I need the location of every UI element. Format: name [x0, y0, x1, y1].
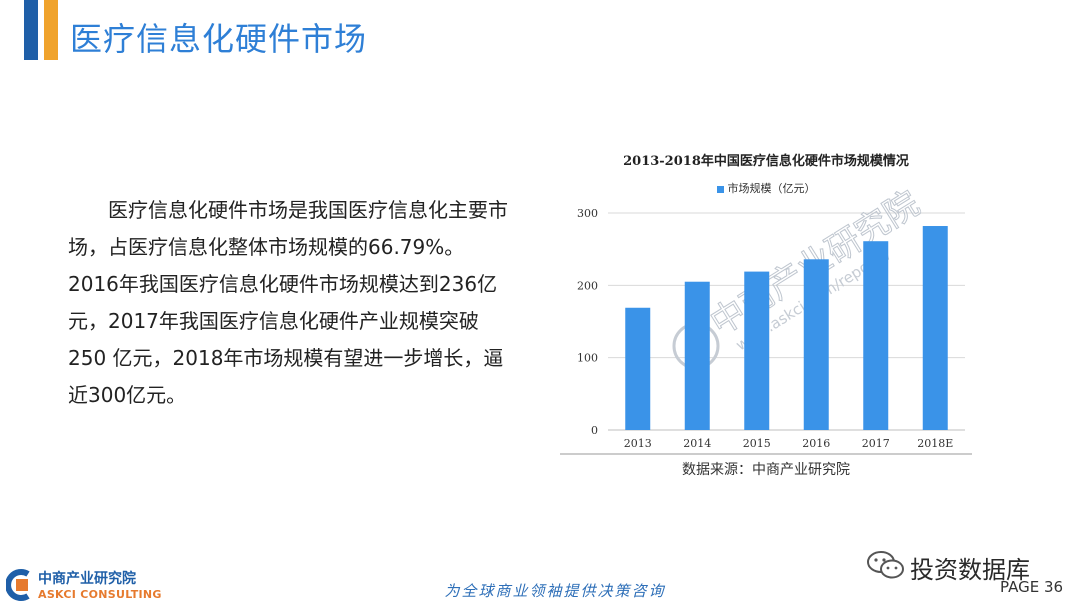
slide-title: 医疗信息化硬件市场 [70, 20, 368, 58]
body-text-block: 医疗信息化硬件市场是我国医疗信息化主要市场，占医疗信息化整体市场规模的66.79… [68, 192, 508, 414]
x-tick-label: 2015 [743, 437, 771, 450]
y-tick-label: 100 [577, 352, 598, 365]
x-tick-label: 2014 [683, 437, 711, 450]
legend-label: 市场规模（亿元） [727, 182, 816, 195]
bar-2016 [803, 259, 829, 430]
bar-2018E [922, 226, 948, 430]
company-logo: 中商产业研究院 ASKCI CONSULTING [6, 566, 186, 606]
logo-text-en: ASKCI CONSULTING [38, 588, 162, 601]
bar-2015 [744, 271, 770, 430]
x-tick-label: 2018E [917, 437, 953, 450]
bar-2013 [625, 307, 651, 430]
wechat-icon [867, 551, 904, 579]
wechat-account-name: 投资数据库 [910, 556, 1030, 584]
title-accent-bar-light [44, 0, 58, 60]
bar-2014 [684, 281, 710, 430]
title-accent-bar-dark [24, 0, 38, 60]
x-tick-label: 2016 [802, 437, 830, 450]
chart-canvas: 中商产业研究院 www.askci.com/reports/ 0 100 200 30… [560, 183, 972, 455]
legend-swatch [716, 185, 724, 193]
wechat-account: 投资数据库 [866, 548, 1066, 584]
chart-legend: 市场规模（亿元） [560, 180, 972, 196]
footer-slogan: 为全球商业领袖提供决策咨询 [444, 582, 666, 600]
chart-watermark: 中商产业研究院 www.askci.com/reports/ [672, 183, 927, 370]
bar-2017 [863, 241, 889, 430]
logo-text-cn: 中商产业研究院 [38, 571, 136, 587]
chart-title: 2013-2018年中国医疗信息化硬件市场规模情况 [623, 154, 909, 169]
y-tick-label: 0 [591, 424, 598, 437]
page-number: PAGE 36 [1000, 578, 1064, 596]
bar-chart: 中商产业研究院 www.askci.com/reports/ 0 100 200 30… [560, 146, 972, 458]
chart-gridlines [608, 212, 965, 431]
y-tick-label: 200 [577, 279, 598, 292]
chart-source: 数据来源：中商产业研究院 [682, 462, 850, 478]
body-paragraph: 医疗信息化硬件市场是我国医疗信息化主要市场，占医疗信息化整体市场规模的66.79… [68, 198, 508, 407]
chart-bars [625, 226, 948, 430]
logo-mark-icon [6, 569, 30, 601]
x-tick-label: 2013 [624, 437, 652, 450]
chart-axes: 0 100 200 300 2013 2014 2015 2016 2017 2018E [560, 207, 972, 455]
x-tick-label: 2017 [862, 437, 890, 450]
y-tick-label: 300 [577, 207, 598, 220]
